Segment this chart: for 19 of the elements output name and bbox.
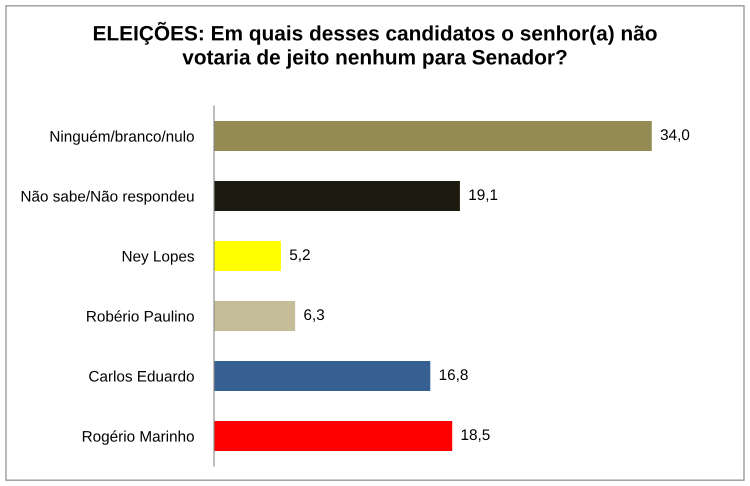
y-tick-label: Ninguém/branco/nulo <box>50 130 194 145</box>
data-label: 19,1 <box>469 189 498 202</box>
data-label: 16,8 <box>440 369 468 382</box>
chart-title: ELEIÇÕES: Em quais desses candidatos o senhor(a) não votaria de jeito nenhum para Senador? <box>94 22 657 69</box>
y-tick-label: Robério Paulino <box>87 310 194 322</box>
bar <box>214 361 430 391</box>
y-tick-label: Ney Lopes <box>122 251 194 265</box>
data-label: 5,2 <box>290 249 310 262</box>
bar <box>214 301 296 331</box>
data-label: 6,3 <box>304 309 324 322</box>
data-label: 34,0 <box>660 129 690 142</box>
bar <box>214 181 460 211</box>
y-tick-label: Não sabe/Não respondeu <box>22 190 194 205</box>
y-tick-label: Rogério Marinho <box>82 430 194 445</box>
bar <box>214 121 652 151</box>
bar <box>214 421 452 451</box>
y-tick-label: Carlos Eduardo <box>89 370 194 382</box>
bar <box>214 241 281 271</box>
data-label: 18,5 <box>462 429 490 442</box>
